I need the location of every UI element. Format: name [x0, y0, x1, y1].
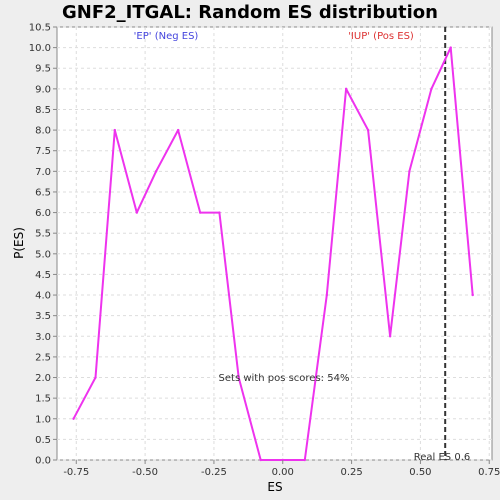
- y-tick-label: 1.0: [35, 414, 51, 425]
- y-tick-label: 5.5: [35, 229, 51, 240]
- y-tick-label: 4.0: [35, 291, 51, 302]
- y-axis-title: P(ES): [12, 227, 26, 259]
- y-tick-label: 0.5: [35, 435, 51, 446]
- y-tick-label: 1.5: [35, 394, 51, 405]
- y-tick-label: 4.5: [35, 270, 51, 281]
- chart-title: GNF2_ITGAL: Random ES distribution: [62, 2, 438, 23]
- data-point: [408, 170, 411, 173]
- data-point: [72, 417, 75, 420]
- series-line-0: [72, 46, 474, 461]
- series-group: [72, 46, 474, 462]
- y-tick-label: 6.5: [35, 187, 51, 198]
- data-point: [325, 293, 329, 297]
- y-tick-label: 7.0: [35, 167, 51, 178]
- x-tick-label: 0.00: [272, 467, 294, 478]
- real-es-label: Real ES 0.6: [414, 452, 470, 463]
- y-tick-label: 3.0: [35, 332, 51, 343]
- data-point: [388, 335, 392, 338]
- data-point: [176, 128, 180, 132]
- data-point: [430, 87, 433, 91]
- y-tick-label: 9.5: [35, 64, 51, 75]
- y-tick-label: 7.5: [35, 146, 51, 157]
- pos-scores-label: Sets with pos scores: 54%: [219, 373, 350, 384]
- data-point: [344, 87, 348, 91]
- y-tick-label: 3.5: [35, 311, 51, 322]
- data-point: [471, 293, 474, 297]
- plot-area: [56, 26, 493, 461]
- x-tick-label: 0.50: [409, 467, 431, 478]
- data-point: [237, 376, 240, 379]
- data-point: [366, 128, 370, 132]
- neg-es-label: 'EP' (Neg ES): [134, 31, 199, 42]
- y-tick-label: 8.5: [35, 105, 51, 116]
- data-point: [449, 46, 452, 49]
- y-tick-label: 6.0: [35, 208, 51, 219]
- data-point: [218, 211, 221, 214]
- y-tick-label: 2.5: [35, 352, 51, 363]
- y-tick-label: 5.0: [35, 249, 51, 260]
- data-point: [113, 128, 117, 132]
- y-tick-label: 2.0: [35, 373, 51, 384]
- axes: 0.0 0.5 1.0 1.5 2.0 2.5 3.0 3.5 4.0 4.5 5.0 5.5 6.0 6…: [29, 23, 500, 479]
- data-point: [135, 211, 139, 214]
- data-point: [154, 170, 158, 173]
- y-tick-label: 10.0: [29, 43, 51, 54]
- grid: [57, 26, 492, 461]
- x-tick-label: -0.75: [63, 467, 89, 478]
- y-tick-label: 8.0: [35, 126, 51, 137]
- y-tick-label: 10.5: [29, 23, 51, 34]
- x-tick-label: -0.50: [132, 467, 158, 478]
- data-point: [303, 458, 306, 462]
- data-point: [259, 458, 262, 462]
- y-tick-label: 9.0: [35, 84, 51, 95]
- x-tick-label: 0.75: [478, 467, 500, 478]
- x-tick-label: 0.25: [340, 467, 362, 478]
- x-axis-title: ES: [267, 480, 282, 494]
- data-point: [198, 211, 202, 214]
- data-point: [94, 376, 97, 379]
- x-tick-label: -0.25: [201, 467, 227, 478]
- pos-es-label: 'IUP' (Pos ES): [348, 31, 414, 42]
- y-tick-label: 0.0: [35, 456, 51, 467]
